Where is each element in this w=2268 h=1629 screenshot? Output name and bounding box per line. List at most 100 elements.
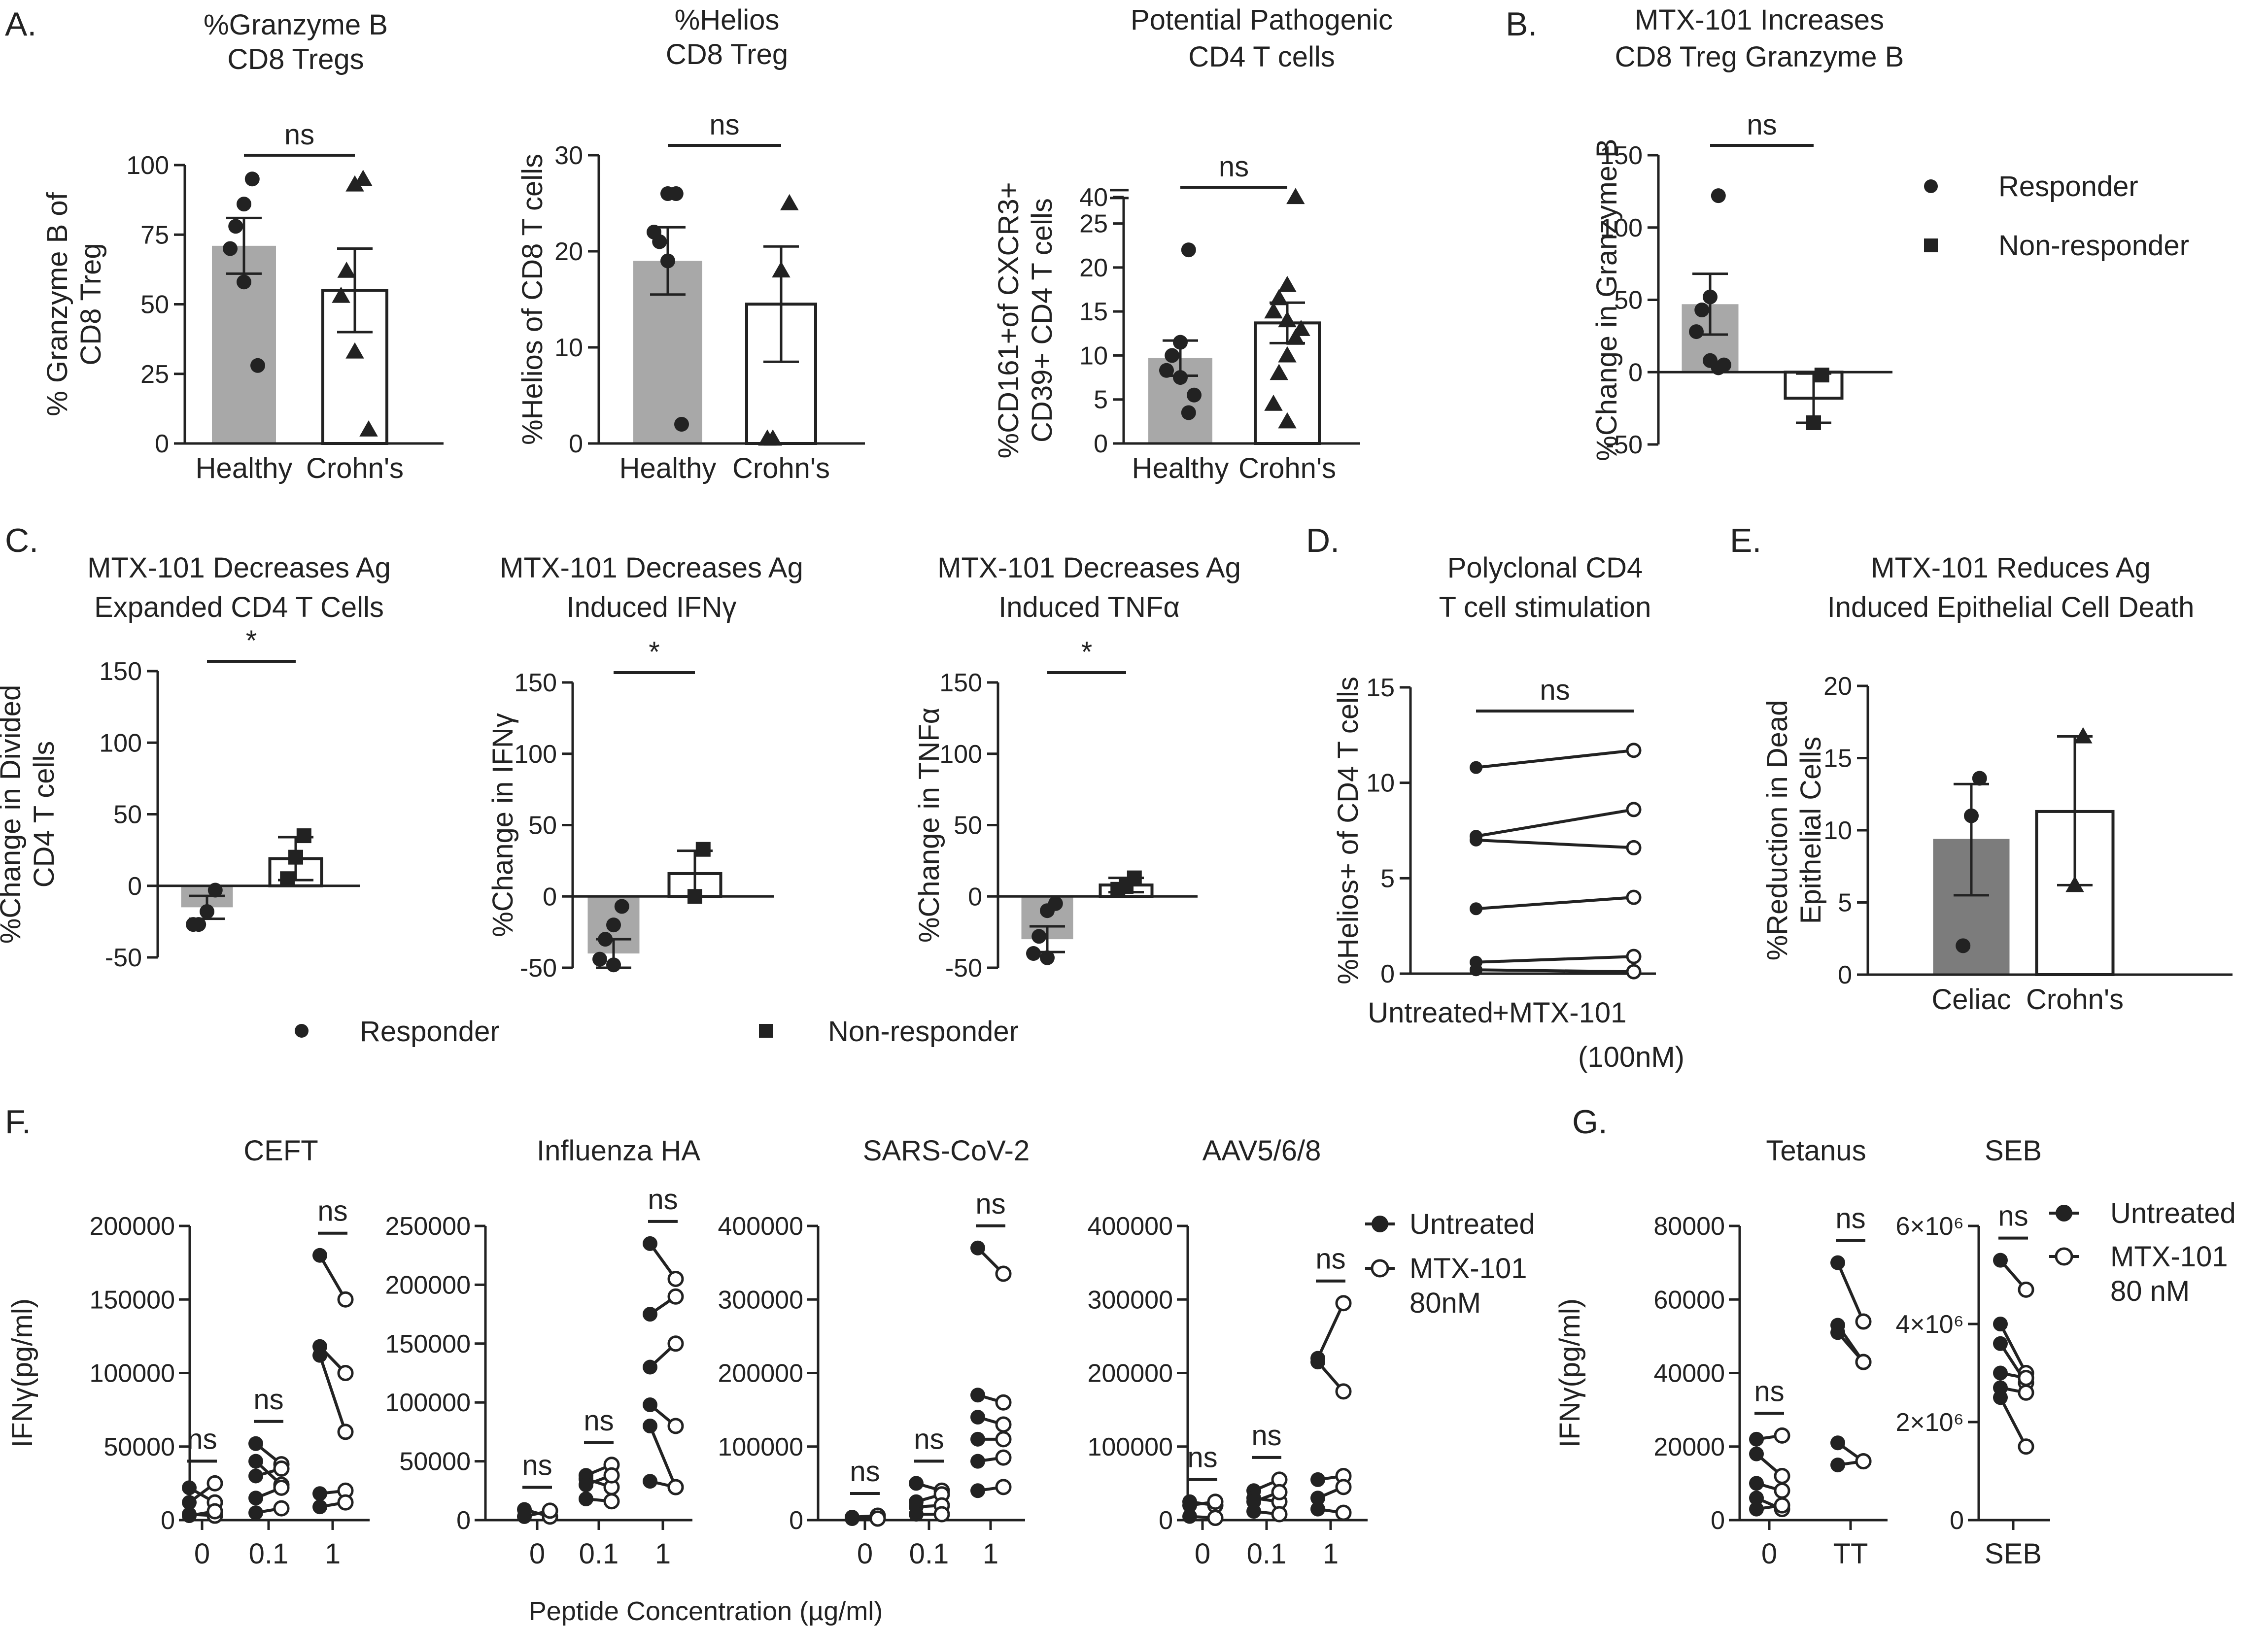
C1-y-tick-label: 50 bbox=[113, 801, 142, 829]
F3-x-tick-label: 0 bbox=[857, 1538, 873, 1570]
A2-y-tick-label: 10 bbox=[554, 334, 583, 362]
A2-data-point bbox=[647, 225, 661, 239]
C3-y-tick-label: 50 bbox=[954, 812, 982, 840]
chart-c1: MTX-101 Decreases Ag Expanded CD4 T Cells… bbox=[0, 552, 391, 972]
F4-mtx-point bbox=[1207, 1493, 1224, 1510]
A1-title-line: %Granzyme B bbox=[204, 9, 388, 41]
B-y-tick-label: 150 bbox=[1600, 141, 1643, 170]
B-title-line: MTX-101 Increases bbox=[1635, 4, 1884, 36]
A3-y-axis-label: CD39+ CD4 T cells bbox=[1026, 198, 1058, 442]
A1-y-tick-label: 75 bbox=[140, 221, 169, 249]
A1-data-point bbox=[359, 420, 378, 437]
D-y-tick-label: 0 bbox=[1380, 960, 1395, 988]
G1-mtx-point bbox=[1855, 1313, 1872, 1330]
B-y-tick-label: -50 bbox=[1606, 431, 1643, 459]
F4-untreated-point bbox=[1246, 1504, 1261, 1519]
A3-title-line: CD4 T cells bbox=[1188, 41, 1335, 73]
F3-significance-label: ns bbox=[975, 1188, 1005, 1220]
F4-pair-line bbox=[1316, 1302, 1345, 1359]
F2-mtx-point bbox=[667, 1288, 684, 1305]
F4-untreated-point bbox=[1310, 1472, 1325, 1487]
legend-f: Untreated MTX-101 80nM bbox=[1365, 1208, 1535, 1319]
F3-untreated-point bbox=[970, 1431, 985, 1447]
D-pair-line bbox=[1476, 955, 1634, 964]
C1-data-point bbox=[280, 871, 295, 886]
chart-b: MTX-101 Increases CD8 Treg Granzyme B %Cha… bbox=[1591, 4, 1904, 461]
D-pair-line bbox=[1476, 896, 1634, 911]
C3-y-tick-label: 100 bbox=[939, 740, 982, 769]
G2-y-tick-label: 6×10⁶ bbox=[1895, 1212, 1964, 1241]
F2-mtx-point bbox=[603, 1493, 620, 1510]
A3-title-line: Potential Pathogenic bbox=[1131, 4, 1393, 36]
legend-b-nonresponder-label: Non-responder bbox=[1998, 230, 2189, 262]
F1-untreated-point bbox=[312, 1486, 327, 1501]
C1-y-tick-label: -50 bbox=[105, 944, 142, 972]
B-data-point bbox=[1689, 324, 1704, 339]
F4-y-tick-label: 300000 bbox=[1087, 1286, 1173, 1314]
F2-y-tick-label: 150000 bbox=[385, 1330, 471, 1358]
G1-untreated-point bbox=[1830, 1255, 1845, 1270]
legend-g-untreated-label: Untreated bbox=[2110, 1197, 2236, 1229]
F3-untreated-point bbox=[909, 1507, 924, 1522]
G1-y-tick-label: 40000 bbox=[1653, 1359, 1725, 1388]
A3-data-point bbox=[1278, 412, 1297, 429]
F2-mtx-point bbox=[667, 1270, 684, 1287]
legend-c-responder-label: Responder bbox=[360, 1016, 500, 1048]
C1-y-tick-label: 0 bbox=[128, 872, 142, 901]
F1-pair-line bbox=[318, 1255, 347, 1300]
F4-untreated-point bbox=[1310, 1501, 1325, 1517]
C2-significance-label: * bbox=[649, 636, 660, 668]
F4-mtx-point bbox=[1335, 1383, 1352, 1400]
F3-untreated-point bbox=[970, 1454, 985, 1469]
C3-y-tick-label: -50 bbox=[945, 954, 982, 983]
C3-y-tick-label: 150 bbox=[939, 669, 982, 697]
F1-untreated-point bbox=[248, 1505, 263, 1521]
C2-y-tick-label: -50 bbox=[520, 954, 557, 983]
F1-mtx-point bbox=[337, 1365, 354, 1381]
panel-label-c: C. bbox=[5, 522, 38, 559]
D-y-axis-label: %Helios+ of CD4 T cells bbox=[1332, 677, 1364, 984]
legend-c-responder-marker bbox=[295, 1024, 309, 1038]
G1-untreated-point bbox=[1830, 1325, 1845, 1340]
F2-significance-label: ns bbox=[522, 1450, 552, 1482]
F2-significance-label: ns bbox=[648, 1184, 678, 1216]
F4-title: AAV5/6/8 bbox=[1203, 1135, 1321, 1167]
F3-x-tick-label: 0.1 bbox=[909, 1538, 949, 1570]
G2-mtx-point bbox=[2018, 1384, 2034, 1401]
F4-mtx-point bbox=[1271, 1484, 1288, 1500]
F3-title: SARS-CoV-2 bbox=[863, 1135, 1030, 1167]
D-pair-line bbox=[1476, 748, 1634, 769]
D-mtx-point bbox=[1626, 802, 1642, 817]
A1-data-point bbox=[337, 261, 356, 278]
G1-x-tick-label: TT bbox=[1833, 1538, 1868, 1570]
G1-y-tick-label: 60000 bbox=[1653, 1286, 1725, 1314]
F2-untreated-point bbox=[643, 1397, 657, 1412]
G1-mtx-point bbox=[1855, 1453, 1872, 1470]
G1-untreated-point bbox=[1749, 1431, 1764, 1447]
A2-y-tick-label: 30 bbox=[554, 141, 583, 170]
F1-mtx-point bbox=[337, 1494, 354, 1511]
A1-title-line: CD8 Tregs bbox=[227, 43, 364, 75]
F1-untreated-point bbox=[182, 1495, 197, 1510]
A3-data-point bbox=[1165, 348, 1180, 363]
F3-untreated-point bbox=[970, 1388, 985, 1403]
chart-g1: Tetanus IFNγ(pg/ml) 0 20000 40000 60000 80000 0… bbox=[1554, 1135, 1888, 1570]
C2-data-point bbox=[606, 917, 621, 933]
G2-untreated-point bbox=[1993, 1336, 2008, 1351]
G1-mtx-point bbox=[1774, 1497, 1790, 1514]
D-mtx-point bbox=[1626, 949, 1642, 964]
B-data-point bbox=[1814, 368, 1829, 383]
panel-label-d: D. bbox=[1306, 522, 1340, 559]
A3-data-point bbox=[1264, 302, 1283, 319]
C3-significance-label: * bbox=[1081, 636, 1093, 668]
F1-y-tick-label: 150000 bbox=[89, 1286, 175, 1314]
C2-y-tick-label: 50 bbox=[528, 812, 557, 840]
G2-untreated-point bbox=[1993, 1253, 2008, 1268]
C2-data-point bbox=[614, 899, 629, 914]
legend-b: Responder Non-responder bbox=[1924, 170, 2189, 262]
A3-data-point bbox=[1286, 328, 1305, 345]
G1-mtx-point bbox=[1855, 1354, 1872, 1370]
G2-y-tick-label: 4×10⁶ bbox=[1895, 1310, 1964, 1339]
